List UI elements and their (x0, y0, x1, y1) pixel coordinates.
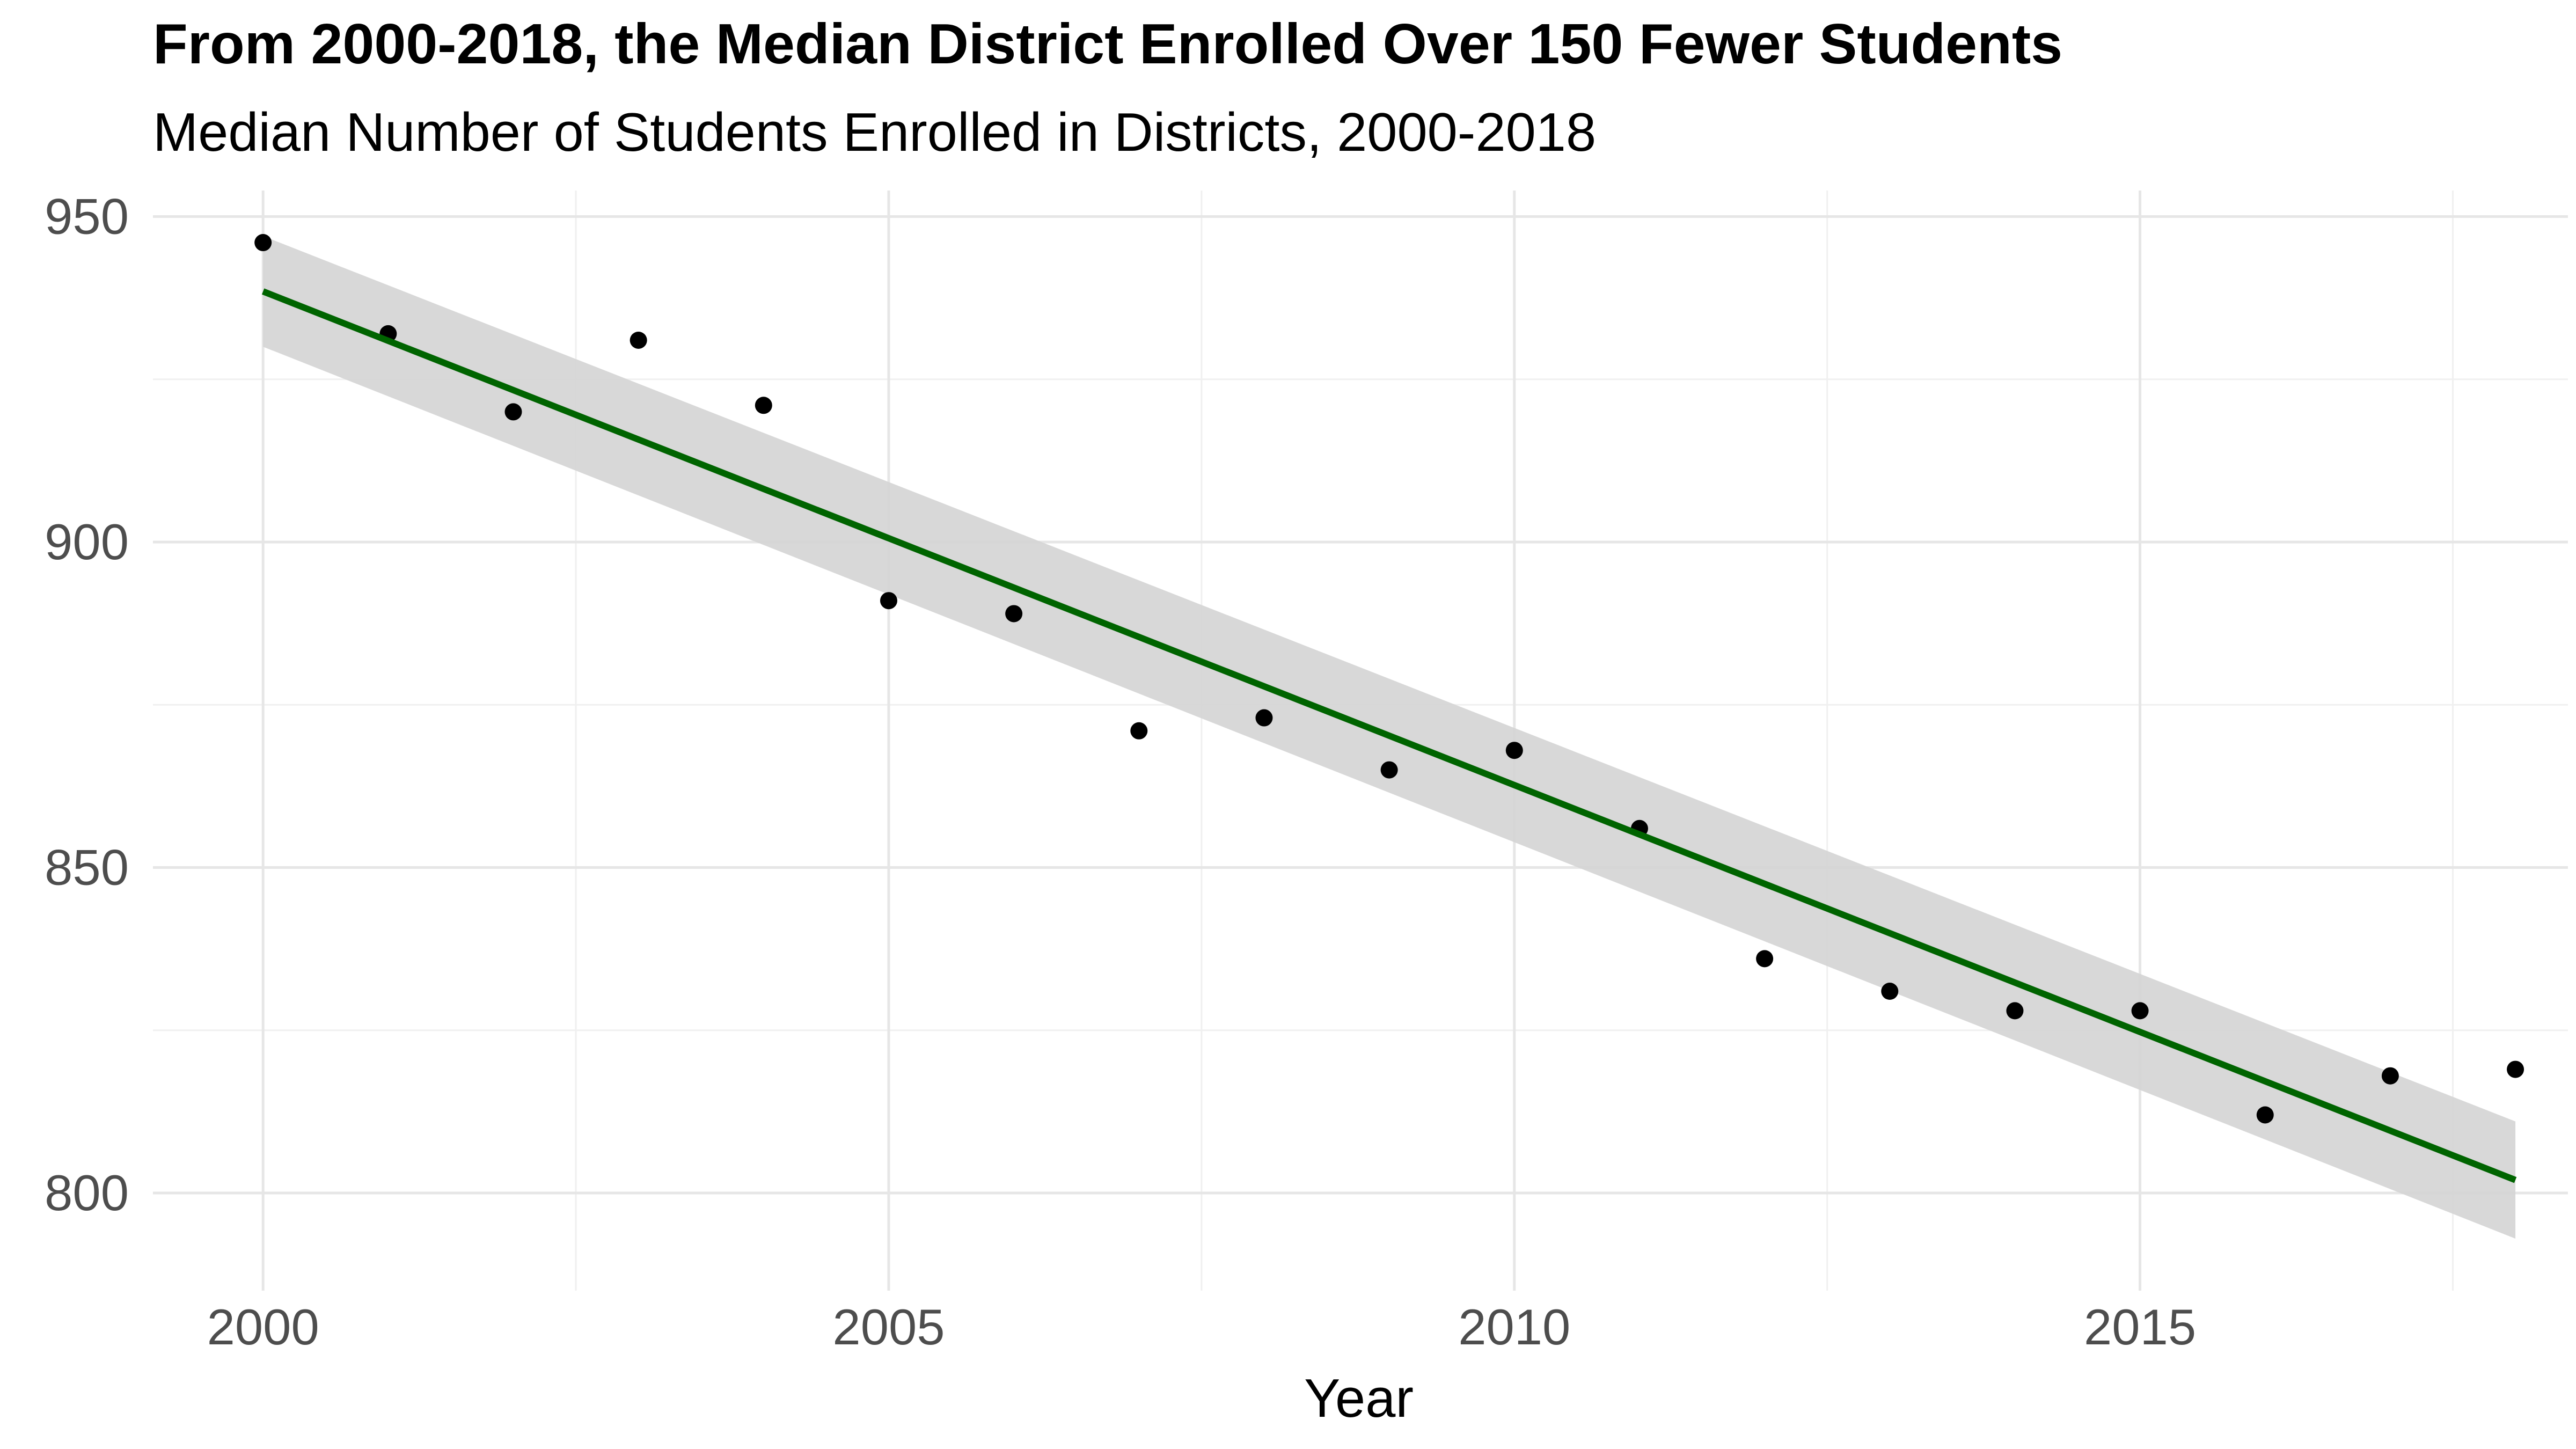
major-gridlines (153, 191, 2568, 1291)
trend-line (261, 288, 2517, 1183)
data-point (1881, 983, 1899, 1000)
x-tick-label: 2010 (1458, 1299, 1570, 1355)
x-axis-title: Year (1304, 1368, 1414, 1429)
y-tick-label: 850 (45, 839, 129, 896)
data-point (504, 403, 522, 421)
chart-subtitle: Median Number of Students Enrolled in Di… (153, 103, 1597, 163)
data-point (254, 234, 272, 252)
x-tick-label: 2000 (207, 1299, 319, 1355)
data-point (2006, 1002, 2024, 1020)
trend-line-layer (261, 288, 2517, 1183)
data-point (755, 397, 772, 414)
y-tick-label: 950 (45, 188, 129, 245)
data-point (2507, 1060, 2524, 1078)
x-tick-label: 2015 (2084, 1299, 2196, 1355)
data-point (880, 592, 897, 610)
y-tick-labels: 800 850 900 950 (45, 188, 129, 1221)
data-point (630, 331, 647, 349)
data-point (1130, 722, 1148, 740)
data-point (1255, 709, 1273, 727)
data-point (2381, 1067, 2399, 1085)
y-tick-label: 800 (45, 1165, 129, 1221)
points-layer (254, 234, 2524, 1124)
data-point (1505, 742, 1523, 759)
data-point (1756, 950, 1774, 968)
y-tick-label: 900 (45, 514, 129, 570)
x-tick-labels: 2000 2005 2010 2015 (207, 1299, 2197, 1355)
chart-title: From 2000-2018, the Median District Enro… (153, 12, 2063, 76)
data-point (2256, 1106, 2274, 1124)
x-tick-label: 2005 (832, 1299, 945, 1355)
data-point (1005, 605, 1023, 623)
data-point (1380, 761, 1398, 779)
data-point (2131, 1002, 2149, 1020)
